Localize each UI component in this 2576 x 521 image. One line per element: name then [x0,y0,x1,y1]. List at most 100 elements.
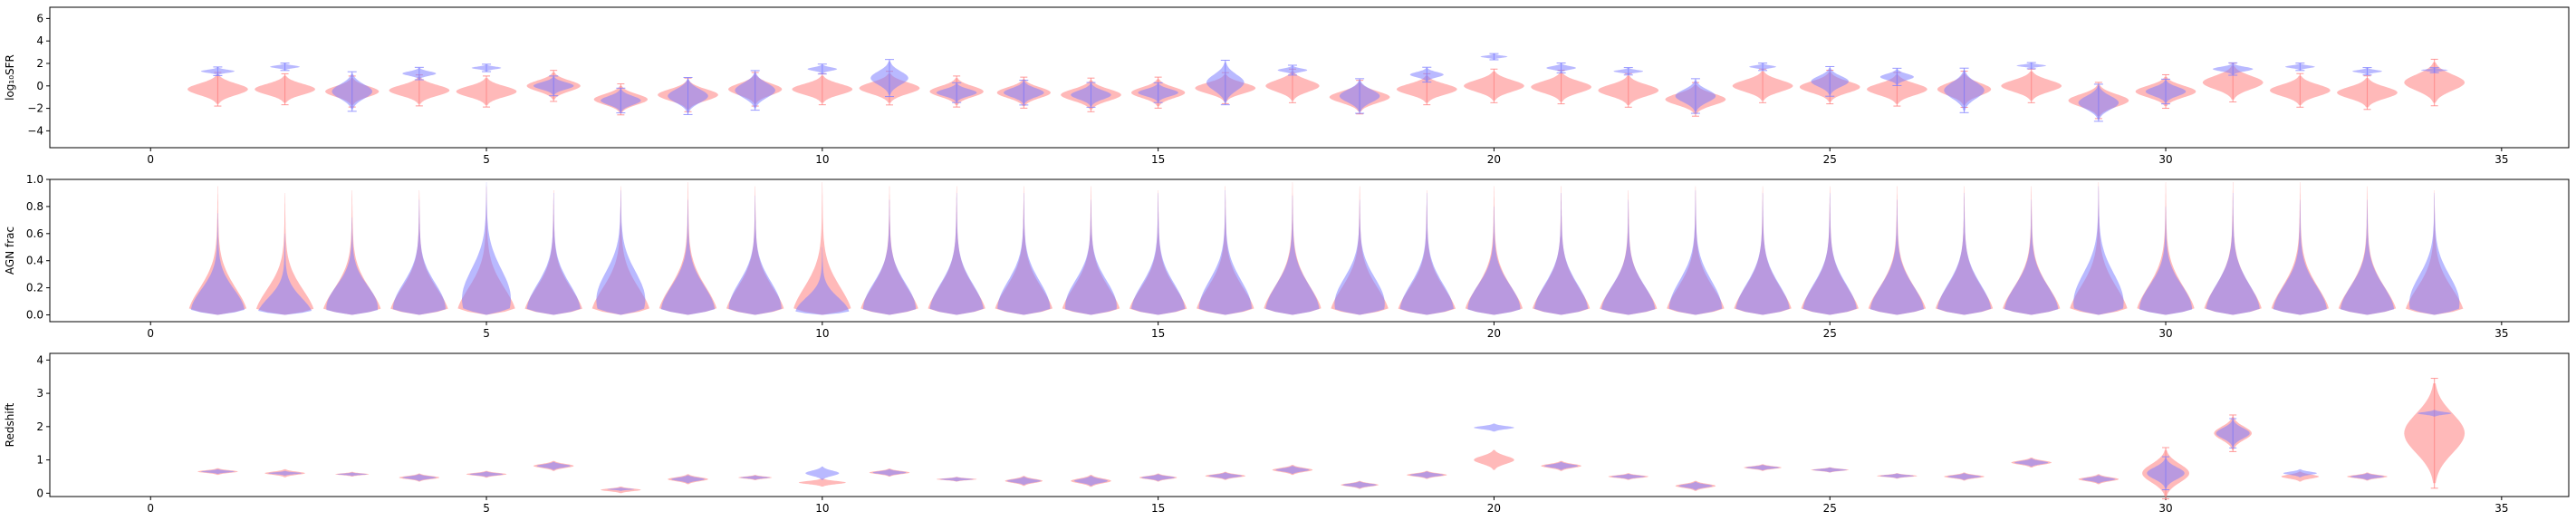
violin-blue [2409,193,2460,315]
violin-blue [660,199,716,315]
violin-blue [1870,199,1924,315]
violin-blue [2139,206,2193,315]
violin-blue [337,472,367,477]
x-tick-label: 25 [1823,327,1837,340]
violin-blue [1409,471,1444,478]
violin-blue [1802,193,1857,315]
violin-blue [1073,476,1108,487]
violin-blue [596,190,646,315]
violin-blue [740,475,770,480]
violin-blue [1065,199,1117,315]
violin-blue [805,466,840,480]
violin-blue [469,471,504,478]
redshift-panel: 0 5 10 15 20 25 30 35 0 1 2 3 4 Redshift [4,352,2570,515]
violin-blue [2073,186,2124,315]
violin-blue [1879,473,1914,478]
y-tick-label: 2 [36,420,43,433]
violin-blue [2014,458,2049,467]
y-tick-label: 0.4 [26,255,43,267]
violin-blue [1668,190,1722,315]
violin-blue [190,213,245,315]
y-tick-label: 4 [36,34,43,47]
x-tick-label: 35 [2494,502,2508,515]
x-tick-label: 30 [2158,153,2172,166]
violin-blue [1006,477,1041,486]
violin-red [798,478,846,487]
violin-blue [536,461,571,470]
y-tick-label: 0 [36,487,43,499]
violin-blue [939,477,974,482]
y-tick-label: 0.8 [26,200,43,213]
violin-blue [1467,206,1521,315]
axes-frame [49,352,2570,497]
violin-blue [2350,473,2385,480]
y-tick-label: 2 [36,57,43,70]
y-axis-label: log₁₀SFR [4,54,16,101]
x-tick-label: 25 [1823,153,1837,166]
violin-blue [1735,193,1790,315]
violin-blue [795,246,850,315]
agn-frac-panel: 0 5 10 15 20 25 30 35 0.0 0.2 0.4 0.6 0.8 1.0 AGN frac [4,173,2570,340]
x-tick-label: 25 [1823,502,1837,515]
violin-blue [1265,195,1320,315]
violin-blue [526,193,581,315]
violin-blue [2283,468,2317,478]
violin-blue [1334,199,1385,315]
violin-blue [929,193,984,315]
axes-frame [49,6,2570,149]
x-tick-label: 10 [815,502,829,515]
x-tick-label: 0 [147,502,154,515]
y-tick-label: 1.0 [26,173,43,186]
violin-blue [2206,193,2260,315]
y-tick-label: −2 [27,102,43,115]
x-tick-label: 15 [1151,327,1165,340]
x-tick-label: 5 [483,153,490,166]
y-tick-label: −4 [27,124,43,137]
violin-blue [1947,473,1982,480]
violin-blue [607,487,635,491]
violin-blue [997,193,1051,315]
violin-blue [1198,190,1252,315]
x-tick-label: 10 [815,327,829,340]
violin-blue [1141,474,1176,481]
x-tick-label: 30 [2158,327,2172,340]
sfr-panel: 0 5 10 15 20 25 30 35 −4 −2 0 2 4 6 log₁₀SFR [4,6,2570,166]
x-tick-label: 5 [483,327,490,340]
y-tick-label: 0.6 [26,227,43,240]
y-tick-label: 0.2 [26,282,43,294]
violin-blue [402,474,437,481]
x-tick-label: 15 [1151,153,1165,166]
x-tick-label: 5 [483,502,490,515]
violin-blue [2273,199,2327,315]
violin-blue [2417,410,2452,417]
violin-blue [2081,475,2116,484]
x-tick-label: 30 [2158,502,2172,515]
violin-blue [1399,193,1454,315]
x-tick-label: 10 [815,153,829,166]
x-tick-label: 20 [1487,153,1501,166]
violin-blue [2340,199,2395,315]
x-tick-label: 15 [1151,502,1165,515]
violin-blue [728,195,782,315]
y-axis-label: AGN frac [4,227,16,275]
violin-blue [1534,193,1589,315]
violin-blue [392,199,446,315]
x-tick-label: 0 [147,153,154,166]
violin-blue [671,475,706,484]
axes-frame [49,178,2570,323]
violin-blue [268,470,303,476]
y-tick-label: 0.0 [26,309,43,322]
violin-blue [1812,468,1847,473]
y-tick-label: 6 [36,12,43,24]
violin-blue [1131,193,1186,315]
violin-blue [1342,481,1377,488]
violin-blue [1208,472,1243,479]
y-tick-label: 1 [36,454,43,467]
violin-blue [1611,474,1646,479]
violin-blue [1275,466,1310,474]
violin-blue [2004,199,2059,315]
y-tick-label: 3 [36,387,43,400]
violin-blue [326,217,379,315]
x-tick-label: 20 [1487,502,1501,515]
